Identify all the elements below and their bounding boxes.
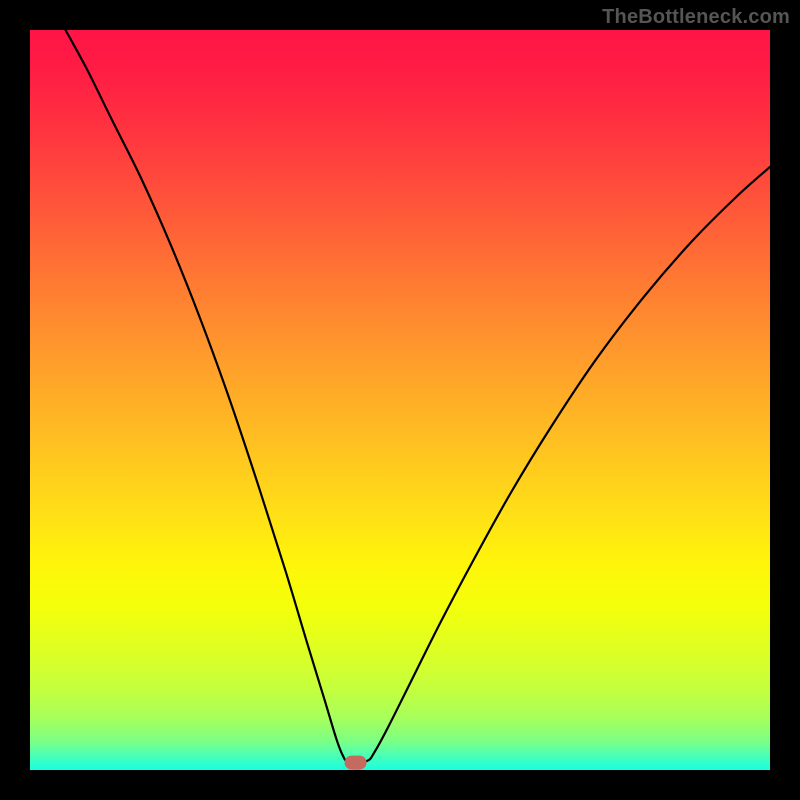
chart-container: TheBottleneck.com: [0, 0, 800, 800]
chart-svg: [0, 0, 800, 800]
watermark-text: TheBottleneck.com: [602, 6, 790, 29]
plot-area: [30, 30, 770, 770]
minimum-marker: [345, 756, 367, 770]
